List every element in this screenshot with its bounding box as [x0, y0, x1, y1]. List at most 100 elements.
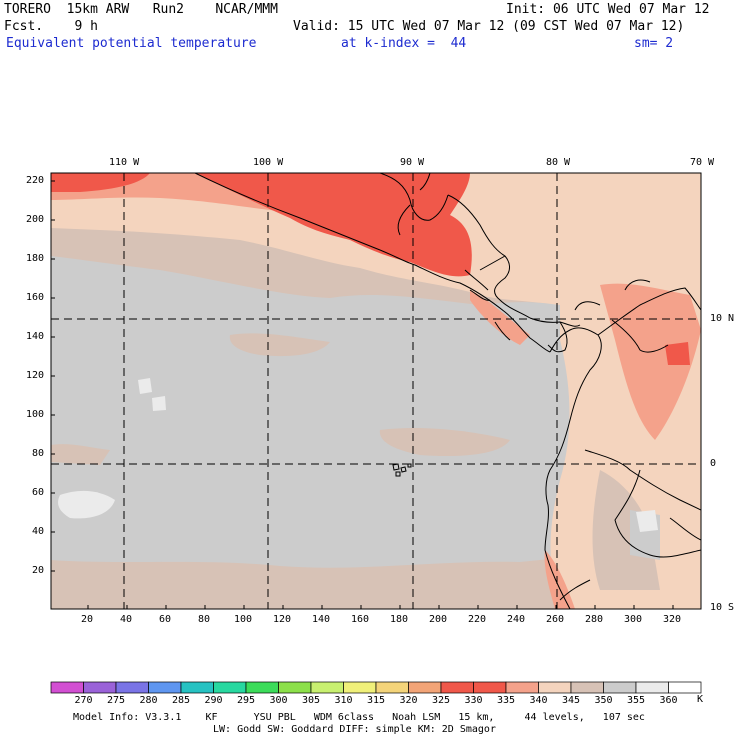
colorbar-unit: K [697, 694, 704, 705]
header-init-time: Init: 06 UTC Wed 07 Mar 12 [506, 2, 710, 17]
colorbar-swatch [213, 681, 247, 694]
lon-label-70w: 70 W [690, 157, 715, 168]
colorbar-swatch [375, 681, 409, 694]
grid-x-tick-marks [87, 605, 674, 609]
colorbar-swatch [83, 681, 117, 694]
colorbar [50, 681, 702, 694]
level-label: at k-index = 44 [341, 36, 467, 51]
colorbar-swatch [50, 681, 84, 694]
grid-y-tick: 60 [32, 487, 45, 498]
grid-y-tick: 140 [26, 331, 45, 342]
colorbar-swatch [473, 681, 507, 694]
field-345k-andes [592, 470, 660, 590]
colorbar-label: 325 [432, 695, 451, 706]
grid-x-tick: 240 [507, 614, 526, 625]
grid-x-tick: 300 [624, 614, 643, 625]
colorbar-label: 360 [659, 695, 678, 706]
grid-y-tick: 40 [32, 526, 45, 537]
field-title: Equivalent potential temperature [6, 36, 257, 51]
lon-label-80w: 80 W [546, 157, 571, 168]
colorbar-swatch [570, 681, 604, 694]
colorbar-swatch [180, 681, 214, 694]
grid-y-tick: 100 [26, 409, 45, 420]
field-330k-mexico [195, 173, 472, 277]
colorbar-swatch [603, 681, 637, 694]
theta-e-field [51, 173, 701, 609]
grid-x-tick: 140 [312, 614, 331, 625]
field-335k-peru [544, 550, 575, 609]
grid-x-tick: 260 [546, 614, 565, 625]
colorbar-label: 345 [562, 695, 581, 706]
field-345k-patch [379, 428, 510, 457]
field-345k-patch [51, 444, 110, 465]
colorbar-label: 315 [367, 695, 386, 706]
colorbar-swatch [538, 681, 572, 694]
lat-label-10n: 10 N [710, 313, 735, 324]
field-345k-south [51, 558, 560, 609]
grid-x-tick: 280 [585, 614, 604, 625]
field-330k-nw [51, 173, 150, 192]
coastlines [194, 173, 701, 609]
grid-y-tick: 160 [26, 292, 45, 303]
graticule [51, 173, 701, 609]
colorbar-swatch [408, 681, 442, 694]
colorbar-label: 350 [594, 695, 613, 706]
colorbar-label: 300 [269, 695, 288, 706]
grid-x-tick: 100 [234, 614, 253, 625]
colorbar-label: 305 [302, 695, 321, 706]
lon-label-110w: 110 W [109, 157, 140, 168]
grid-x-tick: 200 [429, 614, 448, 625]
grid-y-tick-marks [51, 180, 55, 572]
colorbar-swatch [440, 681, 474, 694]
colorbar-swatch [635, 681, 669, 694]
colorbar-swatch [148, 681, 182, 694]
colorbar-label: 285 [172, 695, 191, 706]
colorbar-label: 340 [529, 695, 548, 706]
physics-info-line: LW: Godd SW: Goddard DIFF: simple KM: 2D… [213, 724, 496, 735]
grid-x-tick: 320 [663, 614, 682, 625]
grid-y-tick: 220 [26, 175, 45, 186]
colorbar-label: 290 [204, 695, 223, 706]
colorbar-label: 270 [74, 695, 93, 706]
colorbar-label: 335 [497, 695, 516, 706]
model-info-line: Model Info: V3.3.1 KF YSU PBL WDM 6class… [73, 712, 645, 723]
grid-y-tick: 180 [26, 253, 45, 264]
grid-x-tick: 80 [198, 614, 211, 625]
field-355k-patch [152, 396, 166, 411]
field-335k-colombia [600, 283, 701, 440]
grid-y-tick: 20 [32, 565, 45, 576]
grid-x-tick: 180 [390, 614, 409, 625]
lat-label-10s: 10 S [710, 602, 735, 613]
colorbar-swatch [278, 681, 312, 694]
header-valid-time: Valid: 15 UTC Wed 07 Mar 12 (09 CST Wed … [293, 19, 685, 34]
lat-label-0: 0 [710, 458, 717, 469]
colorbar-label: 295 [237, 695, 256, 706]
colorbar-swatch [343, 681, 377, 694]
colorbar-swatch [115, 681, 149, 694]
grid-x-tick: 60 [159, 614, 172, 625]
grid-x-tick: 40 [120, 614, 133, 625]
field-330k-venezuela [665, 342, 690, 365]
grid-x-tick: 20 [81, 614, 94, 625]
field-345k-patch [229, 333, 330, 357]
colorbar-swatch [668, 681, 702, 694]
grid-y-tick: 80 [32, 448, 45, 459]
grid-y-tick: 200 [26, 214, 45, 225]
colorbar-label: 275 [107, 695, 126, 706]
lon-label-100w: 100 W [253, 157, 284, 168]
field-355k-patch [636, 510, 658, 532]
colorbar-swatch [505, 681, 539, 694]
colorbar-label: 355 [627, 695, 646, 706]
grid-x-tick: 220 [468, 614, 487, 625]
colorbar-label: 310 [334, 695, 353, 706]
colorbar-swatch [310, 681, 344, 694]
map-frame [50, 172, 702, 610]
grid-y-tick: 120 [26, 370, 45, 381]
header-model-run: TORERO 15km ARW Run2 NCAR/MMM [4, 2, 278, 17]
header-forecast-hour: Fcst. 9 h [4, 19, 98, 34]
field-355k-patch [138, 378, 152, 394]
smoothing-label: sm= 2 [634, 36, 674, 51]
grid-x-tick: 120 [273, 614, 292, 625]
